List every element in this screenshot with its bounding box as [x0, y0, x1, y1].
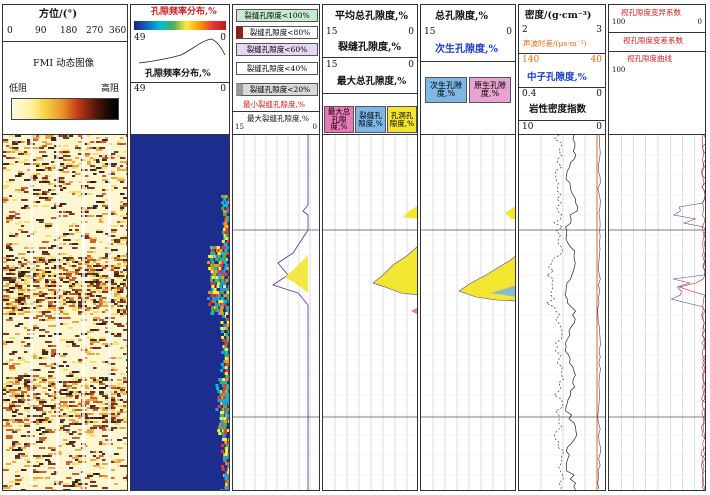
track-total-porosity: 总孔隙度,% 15 0 次生孔隙度,% 次生孔隙度,% 原生孔隙度,% [420, 4, 516, 491]
apparent-porosity-curve-title: 视孔隙度曲线 [627, 54, 672, 63]
neutron-title: 中子孔隙度,% [527, 72, 587, 83]
average-porosity-curve [323, 135, 417, 490]
track-fmi-header: 方位/(°) 0 90 180 270 360 FMI 动态图像 低阻 高阻 [3, 5, 127, 135]
legend-vug: 孔洞孔隙度,% [387, 106, 417, 133]
fracture-porosity-curve [233, 135, 319, 490]
fmi-tick-0: 0 [7, 26, 13, 36]
pore-freq-curve [138, 38, 226, 64]
fmi-image-label: FMI 动态图像 [33, 58, 95, 69]
fmi-image [3, 135, 127, 490]
legend-fracture: 裂缝孔隙度,% [355, 106, 386, 133]
pore-freq-title-2: 孔隙频率分布,% [145, 69, 211, 79]
fracture-box-20: 裂缝孔隙度<20% [236, 83, 318, 96]
rock-density-title: 岩性密度指数 [529, 104, 587, 115]
fracture-box-40: 裂缝孔隙度<40% [236, 62, 318, 75]
fmi-tick-360: 360 [109, 26, 127, 36]
apparent-var-coef-title: 视孔隙度变异系数 [621, 8, 681, 17]
track-apparent-porosity: 视孔隙度变异系数 100 0 视孔隙度变差系数 视孔隙度曲线 100 [608, 4, 706, 491]
secondary-porosity-title: 次生孔隙度,% [435, 44, 498, 55]
apparent-diff-coef-title: 视孔隙度变差系数 [623, 36, 683, 45]
pore-freq-color-bar [134, 21, 226, 30]
fmi-low-label: 低阻 [9, 84, 28, 94]
density-curves [519, 135, 605, 490]
min-fracture-label: 最小裂缝孔隙度,% [243, 100, 306, 109]
fracture-box-80: 裂缝孔隙度<80% [236, 26, 318, 39]
fracture-box-100: 裂缝孔隙度<100% [236, 9, 318, 22]
fmi-tick-270: 270 [86, 26, 104, 36]
fmi-tick-90: 90 [35, 26, 47, 36]
track-density: 密度/(g·cm⁻³) 2 3 声波时差/(μs·m⁻¹) 140 40 中子孔… [518, 4, 606, 491]
track-pore-frequency: 孔隙频率分布,% 49 0 孔隙频率分布,% 49 0 [130, 4, 230, 491]
pore-freq-title-1: 孔隙频率分布,% [151, 7, 217, 17]
avg-total-porosity-title: 平均总孔隙度,% [335, 11, 408, 22]
max-fracture-label: 最大裂缝孔隙度,% [247, 114, 310, 123]
density-title: 密度/(g·cm⁻³) [525, 10, 592, 21]
fmi-color-scale [11, 98, 119, 120]
total-porosity-curve [421, 135, 515, 490]
fmi-high-label: 高阻 [101, 84, 120, 94]
legend-max-total: 最大总孔隙度,% [324, 106, 354, 133]
fmi-tick-180: 180 [60, 26, 78, 36]
max-total-porosity-title: 最大总孔隙度,% [337, 76, 407, 87]
track-average-porosity: 平均总孔隙度,% 15 0 裂缝孔隙度,% 15 0 最大总孔隙度,% 最大总孔… [322, 4, 418, 491]
track-fmi: 方位/(°) 0 90 180 270 360 FMI 动态图像 低阻 高阻 [2, 4, 128, 491]
pore-freq-image [131, 135, 229, 490]
legend-secondary: 次生孔隙度,% [425, 77, 467, 103]
track-fracture-porosity: 裂缝孔隙度<100% 裂缝孔隙度<80% 裂缝孔隙度<60% 裂缝孔隙度<40%… [232, 4, 320, 491]
sonic-title: 声波时差/(μs·m⁻¹) [523, 39, 587, 48]
fmi-azimuth-title: 方位/(°) [39, 9, 78, 20]
legend-primary: 原生孔隙度,% [469, 77, 511, 103]
total-porosity-title: 总孔隙度,% [435, 11, 488, 22]
fracture-box-60: 裂缝孔隙度<60% [236, 43, 318, 56]
apparent-porosity-curves [609, 135, 705, 490]
fracture-porosity-title: 裂缝孔隙度,% [338, 42, 401, 53]
